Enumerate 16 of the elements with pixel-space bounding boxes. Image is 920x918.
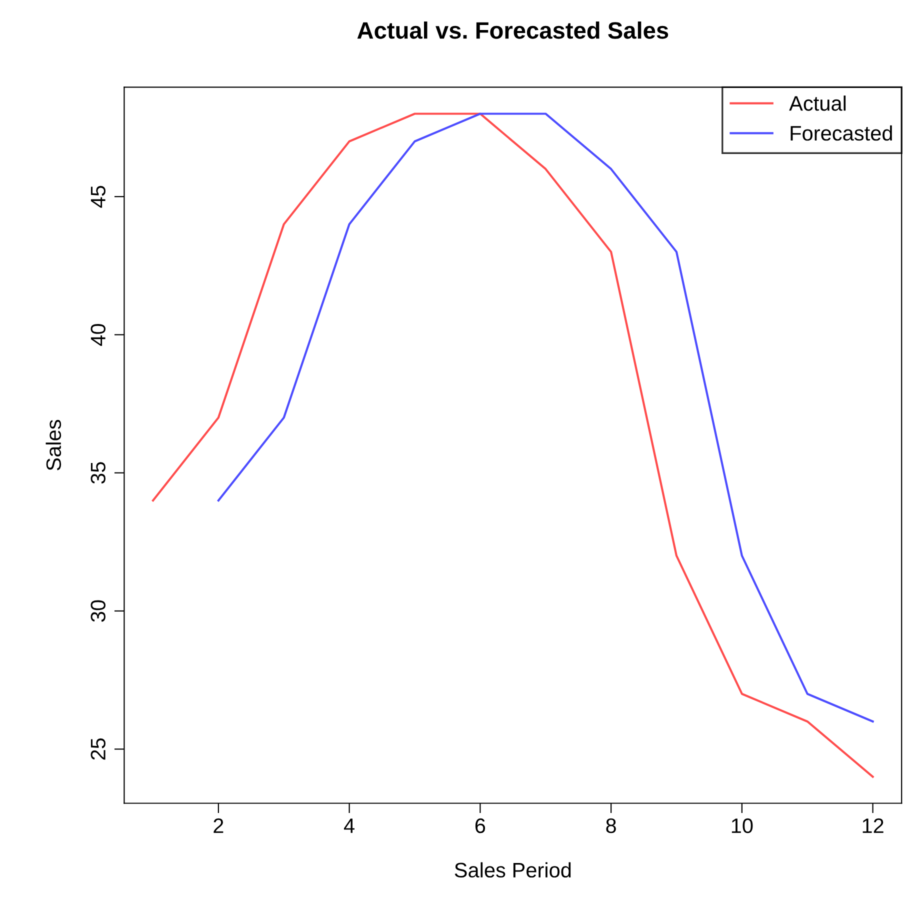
y-tick-label: 35 bbox=[90, 462, 106, 484]
legend-label: Actual bbox=[789, 96, 846, 111]
x-tick-label: 2 bbox=[214, 818, 224, 833]
x-tick-label: 10 bbox=[732, 818, 753, 834]
x-tick-label: 4 bbox=[344, 818, 354, 833]
x-tick-label: 12 bbox=[862, 818, 884, 833]
x-tick-label: 8 bbox=[606, 818, 616, 834]
y-axis-title: Sales bbox=[46, 420, 62, 470]
x-axis-title: Sales Period bbox=[454, 862, 571, 878]
x-tick-label: 6 bbox=[475, 818, 486, 834]
y-tick-label: 40 bbox=[90, 324, 106, 346]
legend-label: Forecasted bbox=[790, 125, 892, 141]
y-tick-label: 30 bbox=[90, 600, 106, 622]
y-tick-label: 25 bbox=[90, 738, 106, 760]
chart-title: Actual vs. Forecasted Sales bbox=[357, 21, 668, 39]
y-tick-label: 45 bbox=[90, 186, 106, 208]
